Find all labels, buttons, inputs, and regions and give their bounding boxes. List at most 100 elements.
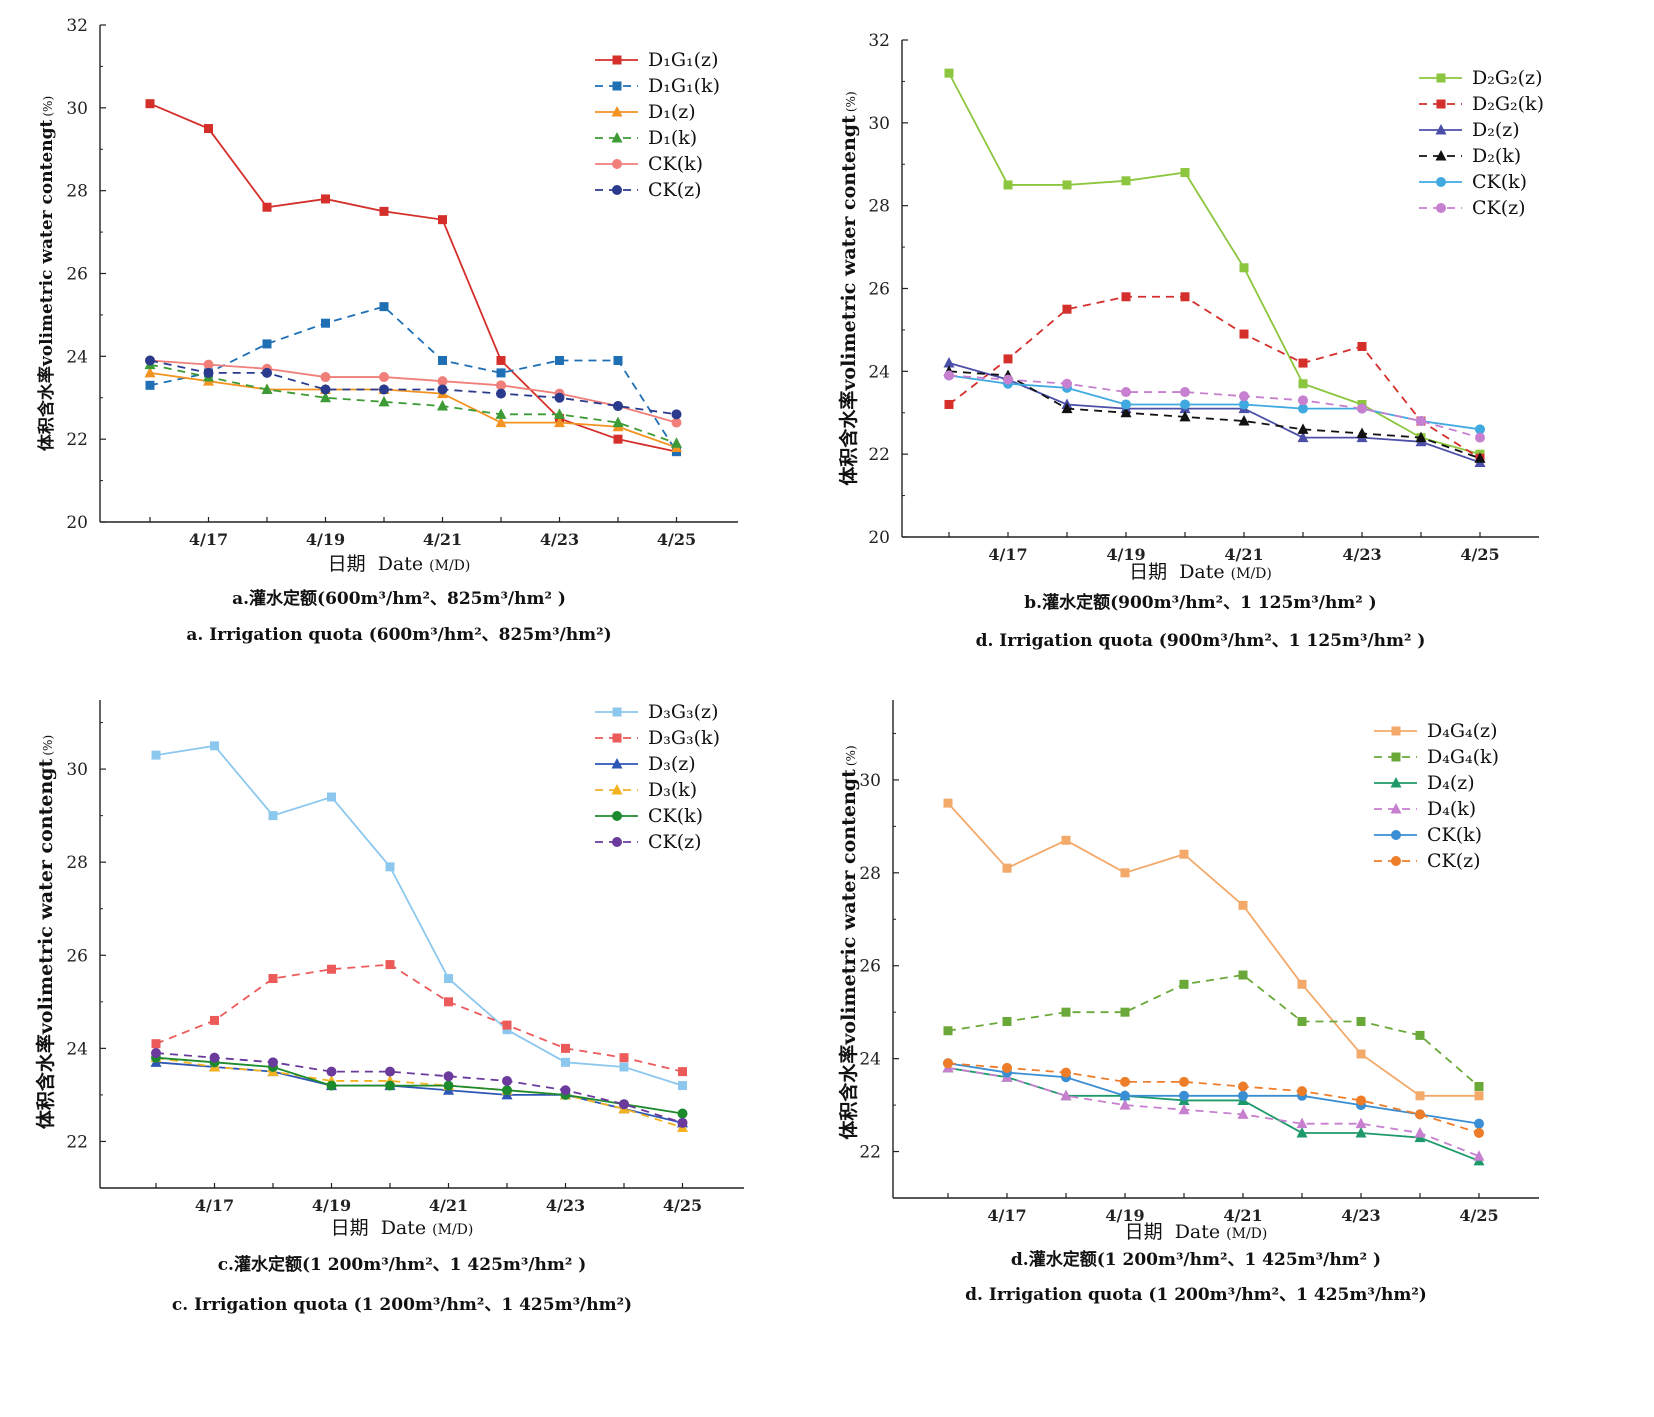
x-tick-label: 4/17 — [195, 1196, 234, 1215]
data-point — [1120, 1090, 1130, 1101]
data-point — [619, 1053, 629, 1063]
series-line — [149, 359, 677, 424]
data-point — [1237, 1108, 1249, 1119]
data-point — [1062, 304, 1072, 314]
series-2 — [150, 1056, 688, 1128]
data-point — [437, 400, 448, 411]
legend-marker — [612, 55, 622, 65]
legend-marker — [612, 837, 622, 847]
legend-label: D₃(k) — [648, 779, 697, 801]
data-point — [1473, 1150, 1485, 1161]
data-point — [210, 1015, 219, 1025]
series-line — [155, 1052, 683, 1124]
data-point — [677, 1108, 688, 1119]
data-point — [379, 206, 389, 216]
caption-cn: c.灌水定额(1 200m³/hm²、1 425m³/hm² ) — [218, 1254, 587, 1275]
data-point — [1120, 406, 1132, 418]
data-point — [262, 202, 272, 212]
legend-marker — [1391, 830, 1401, 840]
y-tick-label: 28 — [859, 864, 881, 884]
data-point — [1121, 387, 1131, 398]
data-point — [327, 964, 336, 974]
data-point — [677, 1117, 688, 1128]
legend-label: D₃G₃(z) — [648, 701, 718, 723]
data-point — [320, 384, 331, 395]
x-tick-label: 4/21 — [429, 1196, 468, 1215]
legend-marker — [611, 106, 623, 117]
data-point — [1298, 379, 1308, 389]
data-point — [613, 401, 623, 412]
data-point — [1061, 1007, 1071, 1017]
data-point — [502, 1085, 512, 1096]
y-tick-label: 24 — [859, 1050, 881, 1070]
legend-label: D₂G₂(z) — [1472, 67, 1542, 89]
y-tick-label: 22 — [66, 1132, 88, 1152]
data-point — [1002, 863, 1012, 873]
legend-label: CK(z) — [1427, 850, 1481, 872]
data-point — [379, 372, 389, 383]
data-point — [943, 1026, 953, 1036]
data-point — [1002, 1062, 1012, 1073]
data-point — [443, 1080, 454, 1091]
data-point — [1415, 1030, 1425, 1040]
data-point — [1239, 263, 1249, 273]
x-tick-label: 4/21 — [1224, 545, 1263, 564]
data-point — [1180, 292, 1190, 302]
data-point — [1239, 399, 1249, 410]
data-point — [1179, 1076, 1189, 1087]
data-point — [321, 318, 330, 328]
data-point — [1238, 970, 1248, 980]
data-point — [262, 339, 272, 349]
y-axis-label: 体积含水率volimetric water contengt(%) — [837, 91, 860, 485]
y-axis-label: 体积含水率volimetric water contengt(%) — [837, 745, 860, 1139]
data-point — [1002, 1016, 1012, 1026]
y-tick-label: 20 — [868, 528, 890, 548]
series-0 — [151, 741, 687, 1091]
caption-en: d. Irrigation quota (900m³/hm²、1 125m³/h… — [976, 631, 1426, 651]
legend: D₃G₃(z) D₃G₃(k) D₃(z) D₃(k) CK(k) CK(z) — [595, 701, 720, 853]
data-point — [1356, 427, 1368, 438]
y-tick-label: 24 — [66, 1039, 88, 1059]
caption-en: d. Irrigation quota (1 200m³/hm²、1 425m³… — [965, 1285, 1427, 1305]
data-point — [1298, 358, 1308, 368]
y-axis-label: 体积含水率volimetric water contengt(%) — [36, 96, 57, 451]
data-point — [1474, 452, 1486, 463]
series-line — [149, 363, 677, 445]
legend-label: CK(k) — [1427, 824, 1482, 846]
data-point — [1121, 176, 1131, 186]
data-point — [1179, 410, 1191, 422]
series-1 — [943, 970, 1484, 1092]
legend-label: D₃(z) — [648, 753, 696, 775]
series-line — [155, 744, 683, 1087]
axes: 20 22 24 26 28 30 32 4/17 4/19 4/21 4/23 4/25 — [66, 16, 738, 549]
series-line — [155, 963, 683, 1073]
legend-label: D₂G₂(k) — [1472, 93, 1544, 115]
legend-label: D₁G₁(z) — [648, 49, 718, 71]
legend-marker — [612, 185, 622, 195]
series-line — [155, 1056, 683, 1115]
y-tick-label: 26 — [66, 946, 88, 966]
y-tick-label: 28 — [868, 197, 890, 217]
data-point — [1121, 292, 1131, 302]
data-point — [561, 1057, 570, 1067]
data-point — [1296, 1117, 1308, 1129]
series-line — [947, 1062, 1480, 1125]
data-point — [437, 384, 448, 395]
data-point — [1180, 168, 1190, 178]
data-point — [320, 391, 331, 403]
data-point — [560, 1085, 571, 1096]
data-point — [437, 376, 448, 387]
data-point — [1297, 979, 1307, 989]
data-point — [1415, 1091, 1425, 1101]
data-point — [1475, 424, 1485, 435]
legend: D₂G₂(z) D₂G₂(k) D₂(z) D₂(k) CK(k) CK(z) — [1419, 67, 1544, 219]
series-line — [947, 1067, 1480, 1158]
chart-svg-d: 2224262830324/174/194/214/234/25体积含水率vol… — [837, 700, 1539, 1305]
legend-marker — [611, 132, 623, 143]
data-point — [203, 359, 214, 370]
legend-label: D₁(z) — [648, 101, 696, 123]
legend-marker — [612, 811, 622, 821]
data-point — [1357, 341, 1367, 351]
